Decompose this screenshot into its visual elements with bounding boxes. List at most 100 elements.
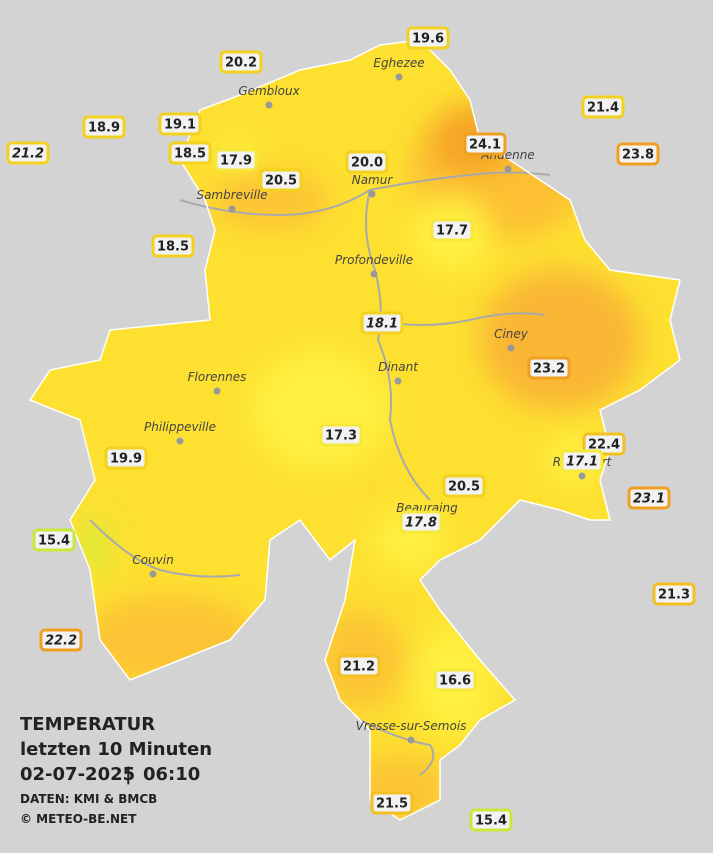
city-dot [395, 73, 403, 81]
station-value: 19.6 [412, 32, 444, 47]
station-box [360, 311, 404, 335]
station-box [151, 234, 195, 258]
station: 23.1 [627, 486, 671, 510]
station-value: 18.9 [88, 121, 120, 136]
city-name: Vresse-sur-Semois [356, 719, 467, 733]
station: 17.9 [214, 148, 258, 172]
station: 17.3 [319, 423, 363, 447]
station-value: 21.5 [376, 797, 408, 812]
city-name: Sambreville [196, 188, 267, 202]
station: 21.4 [581, 95, 625, 119]
station: 18.9 [82, 115, 126, 139]
station-box [616, 142, 660, 166]
station-box [158, 112, 202, 136]
city-dot [507, 344, 515, 352]
station-value: 17.7 [436, 224, 468, 239]
station-box [442, 474, 486, 498]
station-box [582, 432, 626, 456]
station-value: 15.4 [38, 534, 70, 549]
station: 19.9 [104, 446, 148, 470]
station-value: 23.2 [533, 362, 565, 377]
station: 21.3 [652, 582, 696, 606]
station-value: 15.4 [475, 814, 507, 829]
station-box [433, 668, 477, 692]
legend-date: 02-07-2025 [20, 764, 135, 785]
station: 20.5 [442, 474, 486, 498]
station-value: 21.4 [587, 101, 619, 116]
station: 23.8 [616, 142, 660, 166]
station-value: 16.6 [439, 674, 471, 689]
legend-time: 06:10 [143, 764, 200, 785]
legend-title: TEMPERATUR [20, 714, 155, 735]
city-dot [265, 101, 273, 109]
station-box [82, 115, 126, 139]
station: 18.1 [360, 311, 404, 335]
station-value: 17.8 [405, 516, 437, 531]
station: 19.6 [406, 26, 450, 50]
city-name: Florennes [188, 370, 247, 384]
station: 21.2 [337, 654, 381, 678]
station-box [39, 628, 83, 652]
station: 19.1 [158, 112, 202, 136]
legend-subtitle: letzten 10 Minuten [20, 739, 212, 760]
station-box [527, 356, 571, 380]
station: 17.8 [399, 510, 443, 534]
city-dot [176, 437, 184, 445]
city-dot [504, 165, 512, 173]
station-value: 21.2 [12, 147, 44, 162]
station-value: 20.2 [225, 56, 257, 71]
station: 15.4 [469, 808, 513, 832]
station-box [399, 510, 443, 534]
city-name: Dinant [378, 360, 419, 374]
station-value: 19.1 [164, 118, 196, 133]
station: 21.2 [6, 141, 50, 165]
station-box [219, 50, 263, 74]
station: 24.1 [463, 132, 507, 156]
station-box [214, 148, 258, 172]
station-box [32, 528, 76, 552]
station-value: 19.9 [110, 452, 142, 467]
station-value: 20.0 [351, 156, 383, 171]
separator: | [125, 764, 132, 785]
legend: TEMPERATUR letzten 10 Minuten 02-07-2025… [20, 714, 212, 826]
station-value: 22.4 [588, 438, 620, 453]
station-box [6, 141, 50, 165]
station-box [168, 141, 212, 165]
station-box [345, 150, 389, 174]
station: 17.1 [560, 449, 604, 473]
station-box [652, 582, 696, 606]
station-value: 17.3 [325, 429, 357, 444]
city-name: Couvin [132, 553, 173, 567]
station: 22.2 [39, 628, 83, 652]
station-box [319, 423, 363, 447]
city-name: Eghezee [373, 56, 424, 70]
station-box [463, 132, 507, 156]
city-dot [394, 377, 402, 385]
station-value: 20.5 [265, 174, 297, 189]
station-value: 23.1 [633, 492, 665, 507]
station-value: 17.1 [566, 455, 598, 470]
station-value: 22.2 [45, 634, 77, 649]
station: 23.2 [527, 356, 571, 380]
city-name: Gembloux [238, 84, 300, 98]
station-value: 18.1 [366, 317, 398, 332]
city-name: Profondeville [335, 253, 413, 267]
station-value: 21.2 [343, 660, 375, 675]
station: 22.4 [582, 432, 626, 456]
legend-source: DATEN: KMI & BMCB [20, 792, 157, 806]
station: 17.7 [430, 218, 474, 242]
station-box [370, 791, 414, 815]
station-value: 24.1 [469, 138, 501, 153]
station-box [469, 808, 513, 832]
city-dot [578, 472, 586, 480]
station-box [430, 218, 474, 242]
station-box [259, 168, 303, 192]
station-box [337, 654, 381, 678]
station: 20.0 [345, 150, 389, 174]
station-value: 17.9 [220, 154, 252, 169]
city-dot [213, 387, 221, 395]
station-value: 23.8 [622, 148, 654, 163]
station: 16.6 [433, 668, 477, 692]
station: 15.4 [32, 528, 76, 552]
